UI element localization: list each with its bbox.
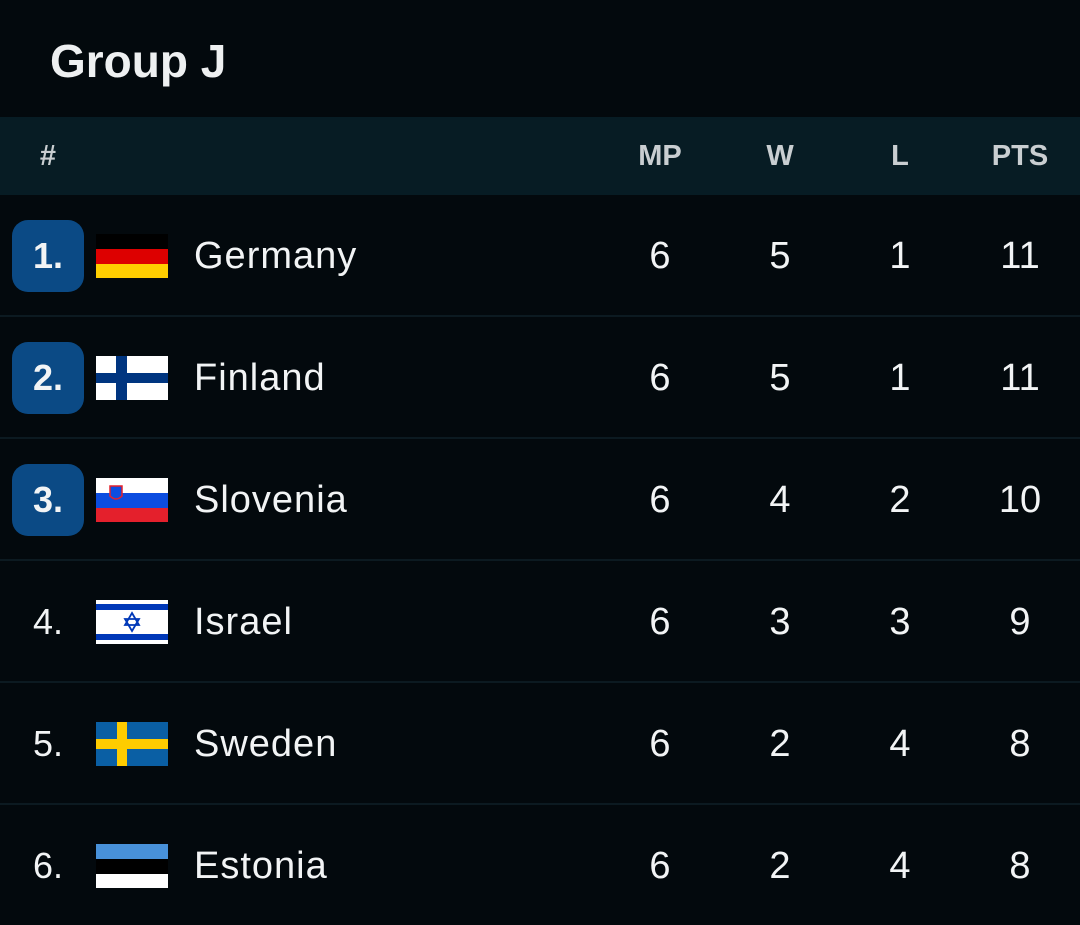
rank: 6.	[32, 845, 64, 886]
table-row: 1. Germany 6 5 1 11	[0, 195, 1080, 317]
stat-pts: 11	[1000, 235, 1040, 277]
stat-pts: 8	[1009, 723, 1031, 765]
rank: 1.	[32, 235, 64, 276]
team-name: Israel	[194, 601, 293, 643]
table-row: 4. Israel 6 3 3 9	[0, 561, 1080, 683]
team-name: Sweden	[194, 723, 338, 765]
rank: 5.	[32, 723, 64, 764]
team-name: Slovenia	[194, 479, 348, 521]
stat-mp: 6	[649, 235, 671, 277]
flag-icon	[96, 722, 168, 771]
stat-w: 5	[769, 235, 791, 277]
stat-l: 1	[889, 235, 911, 277]
stat-mp: 6	[649, 357, 671, 399]
flag-icon	[96, 234, 168, 283]
team-name: Finland	[194, 357, 326, 399]
stat-mp: 6	[649, 601, 671, 643]
stat-mp: 6	[649, 479, 671, 521]
table-row: 3. Slovenia 6 4 2 10	[0, 439, 1080, 561]
team-name: Germany	[194, 235, 358, 277]
table-row: 6. Estonia 6 2 4 8	[0, 805, 1080, 925]
flag-icon	[96, 356, 168, 405]
rank-badge	[12, 464, 84, 536]
rank-badge	[12, 220, 84, 292]
stat-w: 2	[769, 845, 791, 887]
stat-l: 4	[889, 845, 911, 887]
stat-mp: 6	[649, 723, 671, 765]
stat-w: 4	[769, 479, 791, 521]
stat-pts: 11	[1000, 357, 1040, 399]
stat-l: 4	[889, 723, 911, 765]
rank-badge	[12, 342, 84, 414]
stat-pts: 10	[998, 479, 1042, 521]
group-title: Group J	[50, 35, 227, 87]
flag-icon	[96, 844, 168, 893]
table-row: 2. Finland 6 5 1 11	[0, 317, 1080, 439]
column-header: PTS	[991, 140, 1049, 172]
column-header: W	[766, 140, 794, 172]
stat-pts: 9	[1009, 601, 1031, 643]
flag-icon	[96, 478, 168, 527]
table-row: 5. Sweden 6 2 4 8	[0, 683, 1080, 805]
stat-w: 5	[769, 357, 791, 399]
rank: 3.	[32, 479, 64, 520]
team-name: Estonia	[194, 845, 328, 887]
rank: 4.	[32, 601, 64, 642]
stat-w: 2	[769, 723, 791, 765]
rank: 2.	[32, 357, 64, 398]
stat-pts: 8	[1009, 845, 1031, 887]
column-header: L	[891, 140, 909, 172]
stat-mp: 6	[649, 845, 671, 887]
stat-w: 3	[769, 601, 791, 643]
stat-l: 3	[889, 601, 911, 643]
stat-l: 2	[889, 479, 911, 521]
table-header: # MP W L PTS	[0, 117, 1080, 195]
flag-icon	[96, 600, 168, 649]
column-header: MP	[638, 140, 682, 172]
stat-l: 1	[889, 357, 911, 399]
column-header: #	[39, 140, 57, 172]
